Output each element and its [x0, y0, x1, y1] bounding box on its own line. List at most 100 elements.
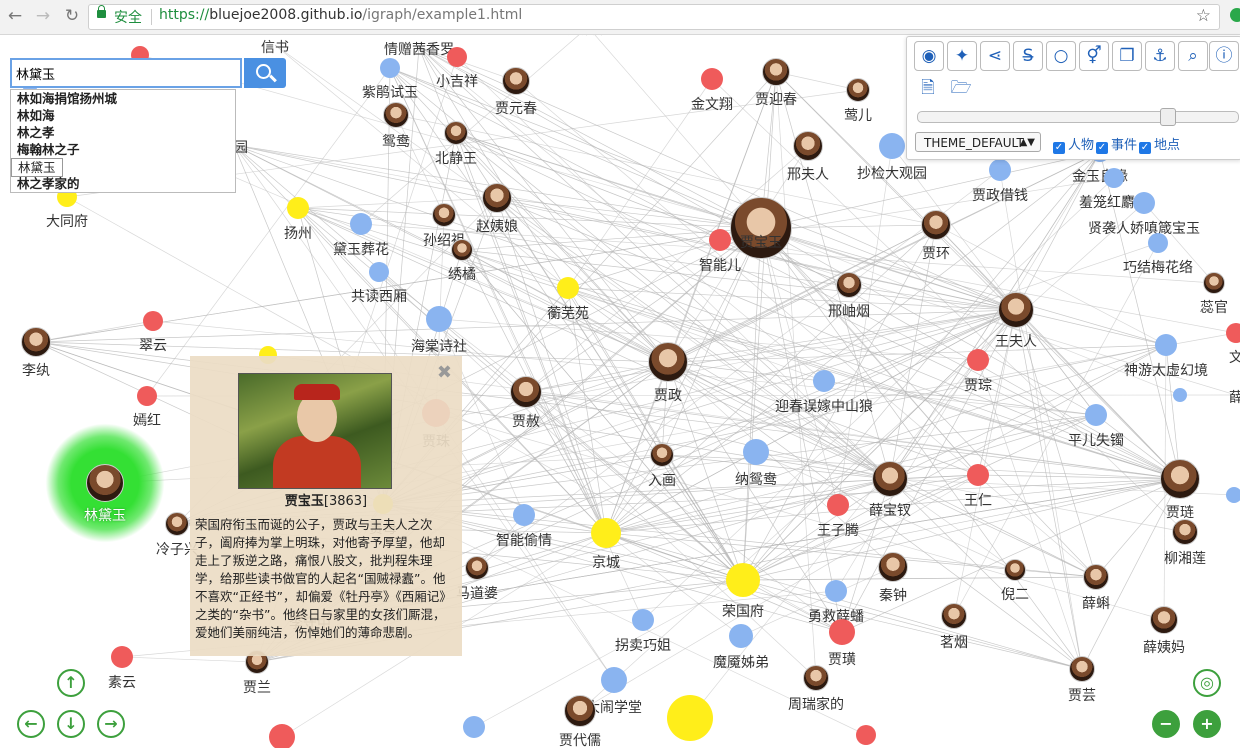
zoom-out-icon[interactable]: −: [1152, 710, 1180, 738]
search-input[interactable]: [10, 58, 242, 88]
node-avatar[interactable]: [1172, 519, 1198, 545]
node-marker[interactable]: [743, 439, 769, 465]
node-avatar[interactable]: [86, 464, 124, 502]
node-marker[interactable]: [269, 724, 295, 748]
share-icon[interactable]: ⋖: [980, 41, 1010, 71]
node-avatar[interactable]: [921, 210, 951, 240]
node-avatar[interactable]: [650, 443, 674, 467]
suggestion-item[interactable]: 林黛玉: [11, 158, 63, 177]
node-marker[interactable]: [827, 494, 849, 516]
node-marker[interactable]: [426, 306, 452, 332]
node-marker[interactable]: [1226, 487, 1240, 503]
node-marker[interactable]: [701, 68, 723, 90]
node-marker[interactable]: [825, 580, 847, 602]
address-bar[interactable]: 安全 https://bluejoe2008.github.io/igraph/…: [88, 4, 1220, 30]
circle-icon[interactable]: ○: [1046, 41, 1076, 71]
node-marker[interactable]: [726, 563, 760, 597]
node-avatar[interactable]: [564, 695, 596, 727]
node-avatar[interactable]: [998, 292, 1034, 328]
anchor-icon[interactable]: ⚓: [1145, 41, 1175, 71]
node-avatar[interactable]: [444, 121, 468, 145]
node-avatar[interactable]: [451, 239, 473, 261]
suggestion-item[interactable]: 林如海捐馆扬州城: [17, 91, 118, 106]
forward-arrow-icon[interactable]: →: [35, 6, 51, 26]
node-marker[interactable]: [1104, 168, 1124, 188]
reload-icon[interactable]: ↻: [64, 6, 80, 26]
node-avatar[interactable]: [941, 603, 967, 629]
node-marker[interactable]: [709, 229, 731, 251]
theme-select[interactable]: THEME_DEFAULT ▲▼: [915, 132, 1041, 152]
node-marker[interactable]: [350, 213, 372, 235]
url-text[interactable]: https://bluejoe2008.github.io/igraph/exa…: [159, 7, 522, 23]
zoom-slider[interactable]: [917, 108, 1239, 126]
node-avatar[interactable]: [465, 556, 489, 580]
node-marker[interactable]: [513, 504, 535, 526]
node-marker[interactable]: [813, 370, 835, 392]
search-icon[interactable]: ⌕: [1178, 41, 1208, 71]
copy-icon[interactable]: ❐: [1112, 41, 1142, 71]
arrow-down-icon[interactable]: ↓: [57, 710, 85, 738]
node-marker[interactable]: [667, 695, 713, 741]
node-marker[interactable]: [632, 609, 654, 631]
node-avatar[interactable]: [510, 376, 542, 408]
filter-place-checkbox[interactable]: ✓ 地点: [1139, 138, 1181, 154]
lifebuoy-icon[interactable]: ◎: [1193, 669, 1221, 697]
bookmark-star-icon[interactable]: ☆: [1195, 6, 1211, 26]
node-avatar[interactable]: [1160, 459, 1200, 499]
filter-person-checkbox[interactable]: ✓ 人物: [1053, 138, 1095, 154]
filter-event-checkbox[interactable]: ✓ 事件: [1096, 138, 1138, 154]
node-marker[interactable]: [369, 262, 389, 282]
arrow-left-icon[interactable]: ←: [17, 710, 45, 738]
node-avatar[interactable]: [872, 461, 908, 497]
node-avatar[interactable]: [878, 552, 908, 582]
folder-open-icon[interactable]: 🗁: [947, 74, 975, 102]
node-avatar[interactable]: [502, 67, 530, 95]
node-marker[interactable]: [447, 47, 467, 67]
suggestion-item[interactable]: 林之孝家的: [17, 176, 80, 191]
node-marker[interactable]: [729, 624, 753, 648]
node-avatar[interactable]: [383, 102, 409, 128]
node-avatar[interactable]: [21, 327, 51, 357]
node-avatar[interactable]: [730, 197, 792, 259]
node-marker[interactable]: [967, 349, 989, 371]
node-marker[interactable]: [137, 386, 157, 406]
info-icon[interactable]: ⓘ: [1209, 41, 1239, 71]
node-avatar[interactable]: [762, 58, 790, 86]
node-marker[interactable]: [879, 133, 905, 159]
node-marker[interactable]: [829, 619, 855, 645]
node-marker[interactable]: [1133, 192, 1155, 214]
extension-icon[interactable]: [1230, 8, 1240, 22]
node-marker[interactable]: [1173, 388, 1187, 402]
node-marker[interactable]: [967, 464, 989, 486]
slider-handle[interactable]: [1159, 108, 1176, 126]
magic-wand-icon[interactable]: ✦: [947, 41, 977, 71]
suggestion-item[interactable]: 林之孝: [17, 125, 55, 140]
node-marker[interactable]: [601, 667, 627, 693]
user-circle-icon[interactable]: ◉: [914, 41, 944, 71]
suggestion-item[interactable]: 梅翰林之子: [17, 142, 80, 157]
node-marker[interactable]: [557, 277, 579, 299]
node-marker[interactable]: [989, 159, 1011, 181]
node-marker[interactable]: [287, 197, 309, 219]
search-button[interactable]: [244, 58, 286, 88]
node-marker[interactable]: [856, 725, 876, 745]
node-avatar[interactable]: [793, 131, 823, 161]
close-icon[interactable]: ✖: [436, 362, 452, 383]
node-marker[interactable]: [1085, 404, 1107, 426]
node-marker[interactable]: [591, 518, 621, 548]
node-marker[interactable]: [143, 311, 163, 331]
node-avatar[interactable]: [836, 272, 862, 298]
node-avatar[interactable]: [803, 665, 829, 691]
file-code-icon[interactable]: 🗎: [914, 74, 942, 102]
node-avatar[interactable]: [1203, 272, 1225, 294]
zoom-in-icon[interactable]: +: [1193, 710, 1221, 738]
back-arrow-icon[interactable]: ←: [7, 6, 23, 26]
arrow-right-icon[interactable]: →: [97, 710, 125, 738]
node-marker[interactable]: [1155, 334, 1177, 356]
node-marker[interactable]: [111, 646, 133, 668]
node-marker[interactable]: [1226, 323, 1240, 343]
node-marker[interactable]: [380, 58, 400, 78]
node-avatar[interactable]: [648, 342, 688, 382]
node-avatar[interactable]: [432, 203, 456, 227]
node-marker[interactable]: [1148, 233, 1168, 253]
